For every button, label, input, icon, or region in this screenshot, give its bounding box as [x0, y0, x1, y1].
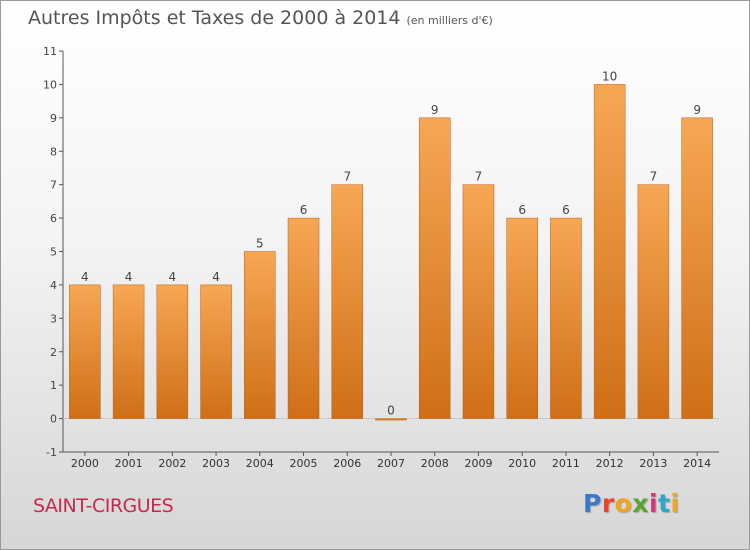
x-tick-label: 2004	[246, 457, 274, 470]
chart-title: Autres Impôts et Taxes de 2000 à 2014 (en…	[28, 7, 493, 29]
x-tick-label: 2002	[158, 457, 186, 470]
x-tick-label: 2011	[552, 457, 580, 470]
bar-value-label: 7	[343, 170, 351, 184]
logo-letter: i	[649, 489, 659, 518]
x-tick-label: 2007	[377, 457, 405, 470]
logo-letter: r	[601, 489, 615, 518]
bar-value-label: 6	[562, 203, 570, 217]
bar	[462, 184, 495, 419]
bar-value-label: 7	[475, 170, 483, 184]
bar	[287, 217, 320, 419]
y-tick-label: -1	[46, 446, 57, 459]
bar	[550, 217, 582, 419]
x-tick-label: 2010	[508, 457, 536, 470]
y-tick-label: 1	[50, 379, 57, 392]
bar	[331, 184, 364, 419]
bar	[200, 284, 232, 419]
x-tick-label: 2009	[464, 457, 492, 470]
y-tick-label: 2	[50, 346, 57, 359]
logo-letter: i	[670, 489, 680, 518]
bar-value-label: 0	[387, 404, 395, 418]
x-tick-label: 2008	[421, 457, 449, 470]
bar	[69, 284, 101, 419]
x-tick-label: 2012	[596, 457, 624, 470]
y-tick-label: 3	[50, 312, 57, 325]
logo-letter: o	[614, 489, 633, 518]
bar	[506, 217, 538, 419]
y-tick-label: 0	[50, 413, 57, 426]
bar-value-label: 4	[169, 270, 177, 284]
bar-value-label: 4	[212, 270, 220, 284]
y-tick-label: 9	[50, 112, 57, 125]
y-tick-label: 8	[50, 145, 57, 158]
bar-value-label: 4	[125, 270, 133, 284]
bar	[244, 251, 276, 419]
bar-value-label: 5	[256, 237, 264, 251]
bar-value-label: 10	[602, 69, 617, 83]
bar	[112, 284, 145, 419]
bar-value-label: 4	[81, 270, 89, 284]
y-tick-label: 5	[50, 246, 57, 259]
logo-letter: P	[583, 489, 602, 518]
y-tick-label: 4	[50, 279, 57, 292]
bar	[375, 418, 407, 421]
x-tick-label: 2000	[71, 457, 99, 470]
x-tick-label: 2003	[202, 457, 230, 470]
logo-letter: t	[658, 489, 671, 518]
proxiti-logo: Proxiti	[583, 489, 680, 518]
x-tick-label: 2001	[115, 457, 143, 470]
logo-letter: x	[632, 489, 649, 518]
bar-value-label: 6	[300, 203, 308, 217]
bar	[418, 117, 451, 419]
y-tick-label: 10	[43, 78, 57, 91]
x-tick-label: 2014	[683, 457, 711, 470]
x-tick-label: 2005	[290, 457, 318, 470]
bar-value-label: 9	[693, 103, 701, 117]
bar-value-label: 6	[518, 203, 526, 217]
place-name: SAINT-CIRGUES	[33, 495, 174, 517]
bar-value-label: 9	[431, 103, 439, 117]
bar	[156, 284, 189, 419]
bar	[593, 84, 626, 419]
chart-unit: (en milliers d'€)	[406, 14, 493, 27]
bar	[681, 117, 713, 419]
y-tick-label: 7	[50, 179, 57, 192]
bar	[637, 184, 670, 419]
x-tick-label: 2013	[639, 457, 667, 470]
y-tick-label: 6	[50, 212, 57, 225]
bar-value-label: 7	[650, 170, 658, 184]
x-tick-label: 2006	[333, 457, 361, 470]
chart-title-text: Autres Impôts et Taxes de 2000 à 2014	[28, 7, 401, 29]
y-tick-label: 11	[43, 45, 57, 58]
